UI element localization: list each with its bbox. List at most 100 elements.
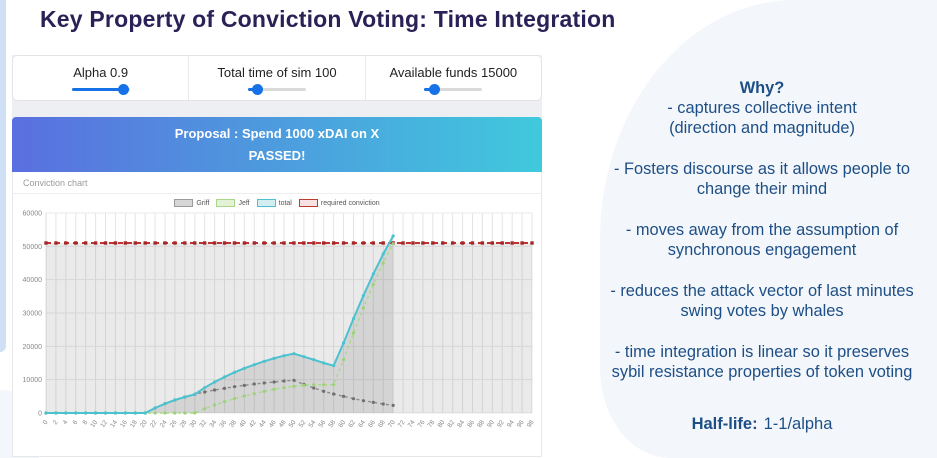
svg-text:30000: 30000 <box>23 311 43 318</box>
proposal-banner: Proposal : Spend 1000 xDAI on X PASSED! <box>12 117 542 172</box>
svg-text:72: 72 <box>397 419 407 429</box>
chart-header: Conviction chart <box>13 172 541 194</box>
control-card-1: Total time of sim 100 <box>189 56 366 100</box>
why-bullet-0: - captures collective intent (direction a… <box>588 98 936 138</box>
slider-track[interactable] <box>424 87 483 91</box>
control-label: Available funds 15000 <box>389 64 518 80</box>
legend-swatch <box>174 199 194 207</box>
slider-thumb[interactable] <box>252 83 264 95</box>
proposal-status: PASSED! <box>248 148 306 163</box>
svg-text:54: 54 <box>308 419 318 429</box>
svg-text:26: 26 <box>169 419 179 429</box>
svg-text:32: 32 <box>198 419 208 429</box>
why-bullet-line: sybil resistance properties of token vot… <box>611 363 913 382</box>
why-bullet-line: - Fosters discourse as it allows people … <box>613 160 911 179</box>
svg-text:0: 0 <box>42 419 50 426</box>
svg-text:88: 88 <box>476 419 486 429</box>
why-panel: Why? - captures collective intent (direct… <box>588 78 936 403</box>
legend-item-griff[interactable]: Griff <box>174 199 209 207</box>
svg-text:82: 82 <box>446 419 456 429</box>
svg-text:30: 30 <box>189 419 199 429</box>
why-bullet-line: - moves away from the assumption of <box>625 221 899 240</box>
svg-text:60000: 60000 <box>23 211 43 218</box>
svg-text:44: 44 <box>258 419 268 429</box>
svg-text:60: 60 <box>337 419 347 429</box>
svg-text:84: 84 <box>456 419 466 429</box>
svg-text:62: 62 <box>347 419 357 429</box>
slider-thumb[interactable] <box>117 83 129 95</box>
why-bullet-3: - reduces the attack vector of last minu… <box>588 281 936 321</box>
svg-text:0: 0 <box>38 411 42 418</box>
svg-text:4: 4 <box>62 419 70 426</box>
why-bullet-line: (direction and magnitude) <box>669 119 855 138</box>
legend-label: Griff <box>196 199 210 207</box>
slider-thumb[interactable] <box>428 83 440 95</box>
svg-text:52: 52 <box>298 419 308 429</box>
svg-text:12: 12 <box>99 419 109 429</box>
svg-text:76: 76 <box>417 419 427 429</box>
control-label: Total time of sim 100 <box>217 64 337 80</box>
svg-text:96: 96 <box>516 419 526 429</box>
why-bullet-line: synchronous engagement <box>667 241 857 260</box>
svg-text:28: 28 <box>179 419 189 429</box>
why-bullet-line: change their mind <box>696 180 828 199</box>
svg-text:10: 10 <box>89 419 99 429</box>
control-slider[interactable] <box>71 83 130 95</box>
legend-item-required-conviction[interactable]: required conviction <box>298 199 380 207</box>
svg-text:38: 38 <box>228 419 238 429</box>
why-bullets: - captures collective intent (direction a… <box>588 98 936 382</box>
control-slider[interactable] <box>247 83 306 95</box>
why-bullet-4: - time integration is linear so it prese… <box>588 342 936 382</box>
slider-fill <box>71 87 123 91</box>
legend-label: total <box>278 199 292 207</box>
svg-text:68: 68 <box>377 419 387 429</box>
control-slider[interactable] <box>424 83 483 95</box>
why-bullet-line: - time integration is linear so it prese… <box>614 343 910 362</box>
why-bullet-1: - Fosters discourse as it allows people … <box>588 159 936 199</box>
legend-swatch <box>256 199 276 207</box>
svg-text:94: 94 <box>506 419 516 429</box>
why-bullet-line: - captures collective intent <box>667 99 857 118</box>
legend-swatch <box>298 199 318 207</box>
svg-text:18: 18 <box>129 419 139 429</box>
legend-swatch <box>216 199 236 207</box>
svg-text:34: 34 <box>208 419 218 429</box>
svg-text:10000: 10000 <box>23 377 43 384</box>
svg-text:48: 48 <box>278 419 288 429</box>
svg-text:66: 66 <box>367 419 377 429</box>
legend-label: Jeff <box>238 199 250 207</box>
svg-text:56: 56 <box>317 419 327 429</box>
svg-text:78: 78 <box>427 419 437 429</box>
halflife-note: Half-life: 1-1/alpha <box>588 415 936 434</box>
svg-text:24: 24 <box>159 419 169 429</box>
legend-item-jeff[interactable]: Jeff <box>216 199 250 207</box>
svg-text:64: 64 <box>357 419 367 429</box>
svg-text:80: 80 <box>436 419 446 429</box>
why-bullet-2: - moves away from the assumption of synch… <box>588 220 936 260</box>
svg-text:8: 8 <box>81 419 89 426</box>
control-card-2: Available funds 15000 <box>366 56 541 100</box>
svg-text:2: 2 <box>52 419 60 426</box>
svg-text:90: 90 <box>486 419 496 429</box>
halflife-value: 1-1/alpha <box>763 415 833 433</box>
svg-text:36: 36 <box>218 419 228 429</box>
why-bullet-line: swing votes by whales <box>680 302 844 321</box>
svg-text:16: 16 <box>119 419 129 429</box>
svg-text:40000: 40000 <box>23 277 43 284</box>
control-label: Alpha 0.9 <box>73 64 129 80</box>
conviction-chart-card: Conviction chart Griff Jeff total required … <box>12 172 542 457</box>
legend-item-total[interactable]: total <box>256 199 292 207</box>
svg-text:14: 14 <box>109 419 119 429</box>
left-accent-strip <box>0 0 6 352</box>
page-title: Key Property of Conviction Voting: Time … <box>40 6 616 32</box>
svg-text:20: 20 <box>139 419 149 429</box>
halflife-label: Half-life: <box>691 415 758 433</box>
svg-text:50: 50 <box>288 419 298 429</box>
svg-text:42: 42 <box>248 419 258 429</box>
slider-track[interactable] <box>247 87 306 91</box>
svg-text:6: 6 <box>72 419 80 426</box>
svg-text:98: 98 <box>526 419 536 429</box>
svg-text:40: 40 <box>238 419 248 429</box>
legend-label: required conviction <box>320 199 380 207</box>
